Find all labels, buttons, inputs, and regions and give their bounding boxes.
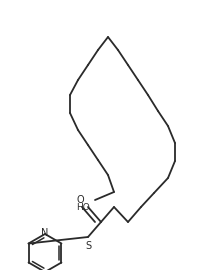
Text: N: N (41, 228, 49, 238)
Text: HO: HO (76, 202, 90, 211)
Text: O: O (76, 195, 84, 205)
Text: S: S (85, 241, 91, 251)
